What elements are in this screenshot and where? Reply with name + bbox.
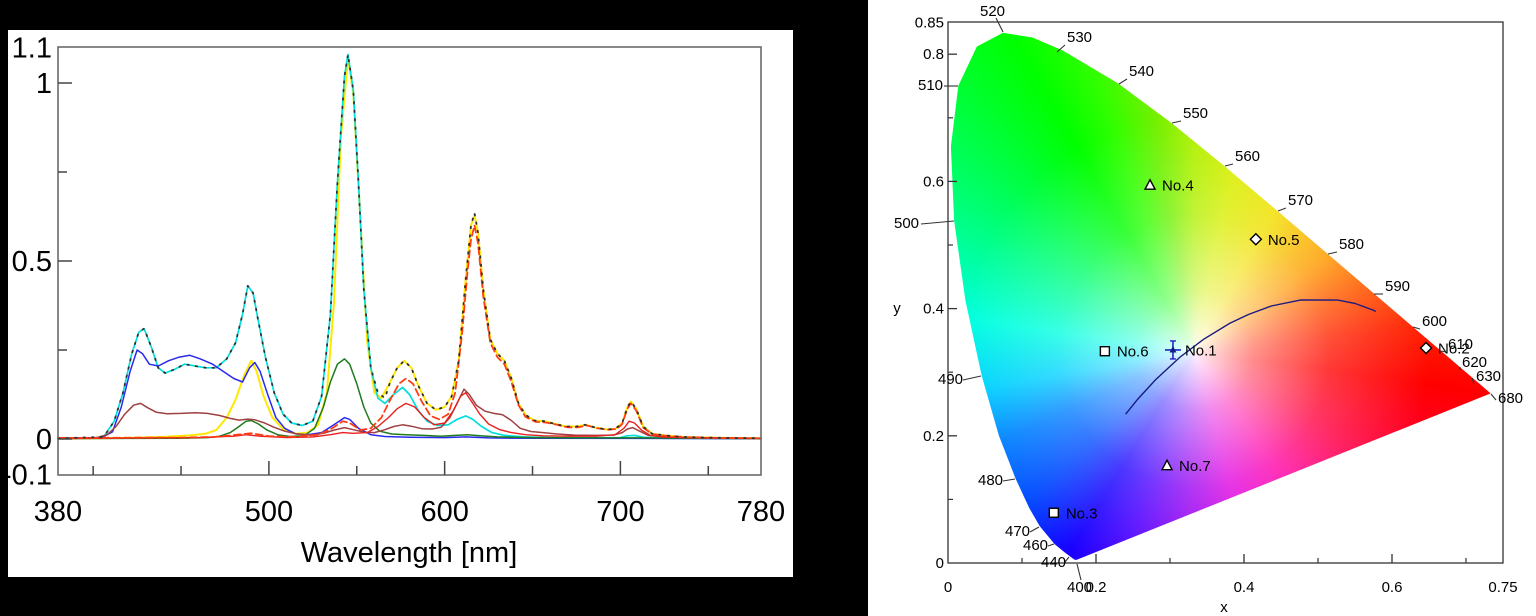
- x-tick-label: 0: [944, 579, 952, 596]
- wavelength-label: 530: [1067, 29, 1092, 46]
- wavelength-label: 590: [1385, 278, 1410, 295]
- y-tick-label: 1: [36, 68, 52, 100]
- wavelength-leader: [1118, 78, 1128, 85]
- x-tick-label: 600: [420, 496, 468, 528]
- y-tick-label: 0.2: [923, 428, 944, 445]
- spectrum-figure: Wavelength [nm] 380 500 600 700 780 1.1 1 0.5 0 -…: [0, 0, 868, 616]
- wavelength-leader: [1224, 163, 1234, 167]
- point-marker-no3: [1048, 507, 1060, 518]
- wavelength-label: 600: [1422, 313, 1447, 330]
- spectrum-series-black-dotted: [57, 53, 762, 440]
- y-tick-label: 0.6: [923, 173, 944, 190]
- cie-plot-frame: [947, 21, 1504, 564]
- x-tick-label: 380: [34, 496, 82, 528]
- wavelength-label: 500: [894, 215, 919, 232]
- point-marker-no2: [1419, 341, 1433, 355]
- wavelength-label: 580: [1339, 236, 1364, 253]
- point-marker-no6: [1099, 346, 1111, 357]
- wavelength-leader: [1412, 326, 1421, 330]
- wavelength-leader: [1327, 251, 1338, 255]
- point-label-no4: No.4: [1162, 178, 1194, 195]
- point-label-no3: No.3: [1066, 505, 1098, 522]
- wavelength-leader: [1171, 120, 1182, 124]
- point-marker-no7: [1160, 458, 1174, 471]
- wavelength-leader: [962, 375, 982, 381]
- x-tick-label: 780: [737, 496, 785, 528]
- wavelength-label: 460: [1023, 537, 1048, 554]
- cie-y-axis-title: y: [893, 300, 901, 317]
- x-tick-label: 0.6: [1382, 579, 1403, 596]
- spectrum-series-blue: [57, 349, 762, 440]
- wavelength-leader: [1471, 377, 1475, 385]
- wavelength-label: 400: [1067, 579, 1092, 596]
- point-marker-no4: [1143, 178, 1157, 190]
- spectrum-plot-frame: [57, 46, 762, 476]
- wavelength-label: 630: [1476, 368, 1501, 385]
- wavelength-label: 610: [1448, 336, 1473, 353]
- spectrum-plot-svg: Wavelength [nm] 380 500 600 700 780 1.1 1 0.5 0 -…: [2, 32, 785, 569]
- spectrum-series-red-solid: [57, 392, 762, 440]
- x-tick-label: 0.2: [1086, 579, 1107, 596]
- spectrum-series-red-dashed: [57, 224, 762, 440]
- y-tick-label: 0: [36, 424, 52, 456]
- wavelength-label: 440: [1041, 554, 1066, 571]
- spectrum-plot-card: Wavelength [nm] 380 500 600 700 780 1.1 1 0.5 0 -…: [2, 30, 793, 577]
- point-label-no7: No.7: [1179, 458, 1211, 475]
- point-label-no5: No.5: [1268, 232, 1300, 249]
- wavelength-leader: [995, 17, 1004, 33]
- wavelength-label: 490: [938, 371, 963, 388]
- x-tick-label: 0.4: [1234, 579, 1255, 596]
- x-tick-label: 700: [596, 496, 644, 528]
- wavelength-label: 470: [1005, 523, 1030, 540]
- y-tick-label: 0.8: [923, 46, 944, 63]
- wavelength-label: 570: [1288, 192, 1313, 209]
- wavelength-label: 680: [1498, 390, 1523, 407]
- wavelength-leader: [1076, 563, 1082, 581]
- wavelength-label: 520: [980, 3, 1005, 20]
- wavelength-label: 540: [1129, 63, 1154, 80]
- spectrum-x-axis-title: Wavelength [nm]: [301, 537, 518, 569]
- cie-x-axis-title: x: [1220, 599, 1228, 616]
- wavelength-leader: [1490, 393, 1497, 401]
- point-label-no2: No.2: [1438, 341, 1470, 358]
- wavelength-label: 510: [918, 77, 943, 94]
- wavelength-label: 480: [978, 472, 1003, 489]
- y-tick-label: 0: [936, 555, 944, 572]
- wavelength-leader: [1056, 44, 1066, 53]
- point-marker-no1: [1169, 345, 1177, 353]
- cie-diagram-figure: x y 0 0.2 0.4 0.6 0.75 0 0.2 0.4 0.6 0.8 0.85 No.1 N…: [868, 0, 1536, 616]
- point-label-no1: No.1: [1185, 342, 1217, 359]
- planckian-locus: [1125, 299, 1377, 415]
- y-tick-label: 0.4: [923, 301, 944, 318]
- point-label-no6: No.6: [1117, 344, 1149, 361]
- wavelength-leader: [1047, 543, 1055, 547]
- x-tick-label: 0.75: [1488, 579, 1517, 596]
- y-tick-label: 1.1: [12, 32, 52, 64]
- wavelength-label: 620: [1462, 354, 1487, 371]
- y-tick-label: 0.5: [12, 246, 52, 278]
- x-tick-label: 500: [245, 496, 293, 528]
- cie-plot-svg: x y 0 0.2 0.4 0.6 0.75 0 0.2 0.4 0.6 0.8 0.85 No.1 N…: [893, 3, 1523, 616]
- wavelength-label: 550: [1183, 105, 1208, 122]
- wavelength-leader: [1277, 207, 1287, 212]
- spectrum-series-dark-red: [57, 388, 762, 440]
- y-tick-label: -0.1: [8, 460, 52, 492]
- wavelength-label: 560: [1235, 148, 1260, 165]
- y-tick-label: 0.85: [915, 14, 944, 31]
- wavelength-leader: [920, 220, 955, 225]
- wavelength-leader: [1002, 478, 1016, 482]
- wavelength-leader: [1029, 526, 1040, 533]
- spectrum-series-green: [57, 358, 762, 440]
- wavelength-leader: [1064, 556, 1070, 563]
- wavelength-leader: [1440, 350, 1447, 353]
- point-marker-no5: [1249, 232, 1263, 246]
